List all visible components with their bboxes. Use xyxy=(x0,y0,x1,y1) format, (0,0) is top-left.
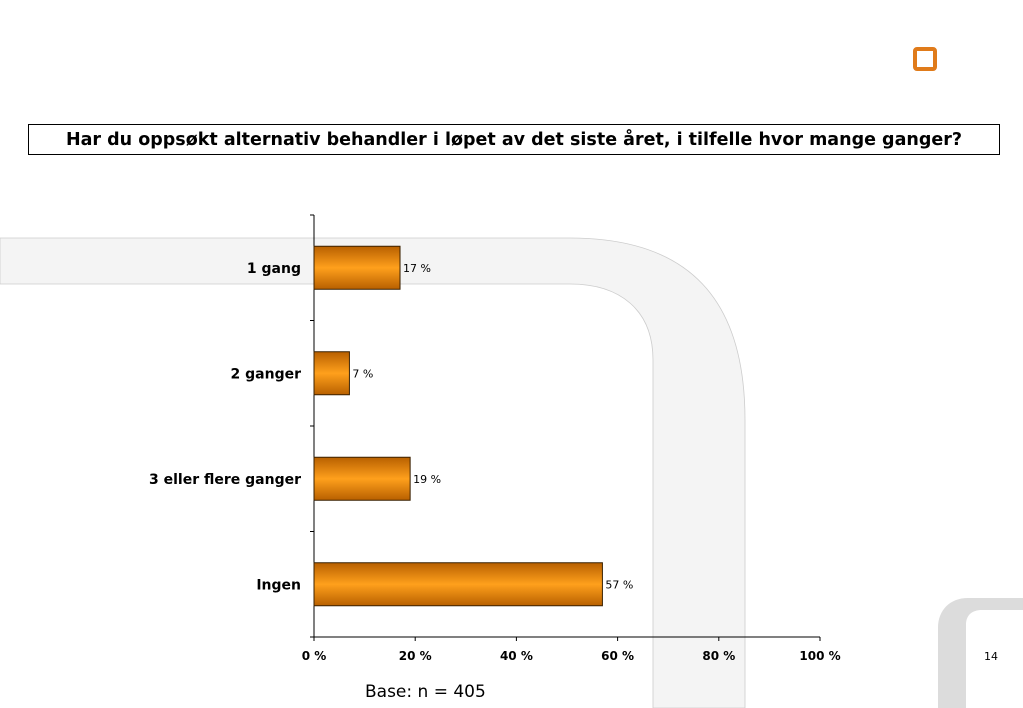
x-tick-label: 20 % xyxy=(399,649,432,663)
data-label: 19 % xyxy=(413,473,441,486)
x-tick-label: 40 % xyxy=(500,649,533,663)
chart-title: Har du oppsøkt alternativ behandler i lø… xyxy=(28,124,1000,155)
bar xyxy=(313,351,350,396)
x-tick-label: 80 % xyxy=(702,649,735,663)
page-number: 14 xyxy=(984,650,998,663)
category-label: 3 eller flere ganger xyxy=(149,472,301,488)
data-label: 57 % xyxy=(605,578,633,591)
bar xyxy=(313,456,411,501)
x-tick-label: 100 % xyxy=(799,649,840,663)
category-label: Ingen xyxy=(256,577,301,593)
decor-corner-band xyxy=(938,598,1023,708)
x-tick-label: 0 % xyxy=(302,649,327,663)
bar xyxy=(313,245,401,290)
x-tick-label: 60 % xyxy=(601,649,634,663)
category-label: 1 gang xyxy=(247,261,301,277)
category-label: 2 ganger xyxy=(231,366,302,382)
base-footnote: Base: n = 405 xyxy=(365,682,486,702)
data-label: 7 % xyxy=(352,367,373,380)
logo-square-icon xyxy=(913,47,937,71)
decor-curve-band xyxy=(0,237,746,708)
bar xyxy=(313,562,603,607)
data-label: 17 % xyxy=(403,262,431,275)
